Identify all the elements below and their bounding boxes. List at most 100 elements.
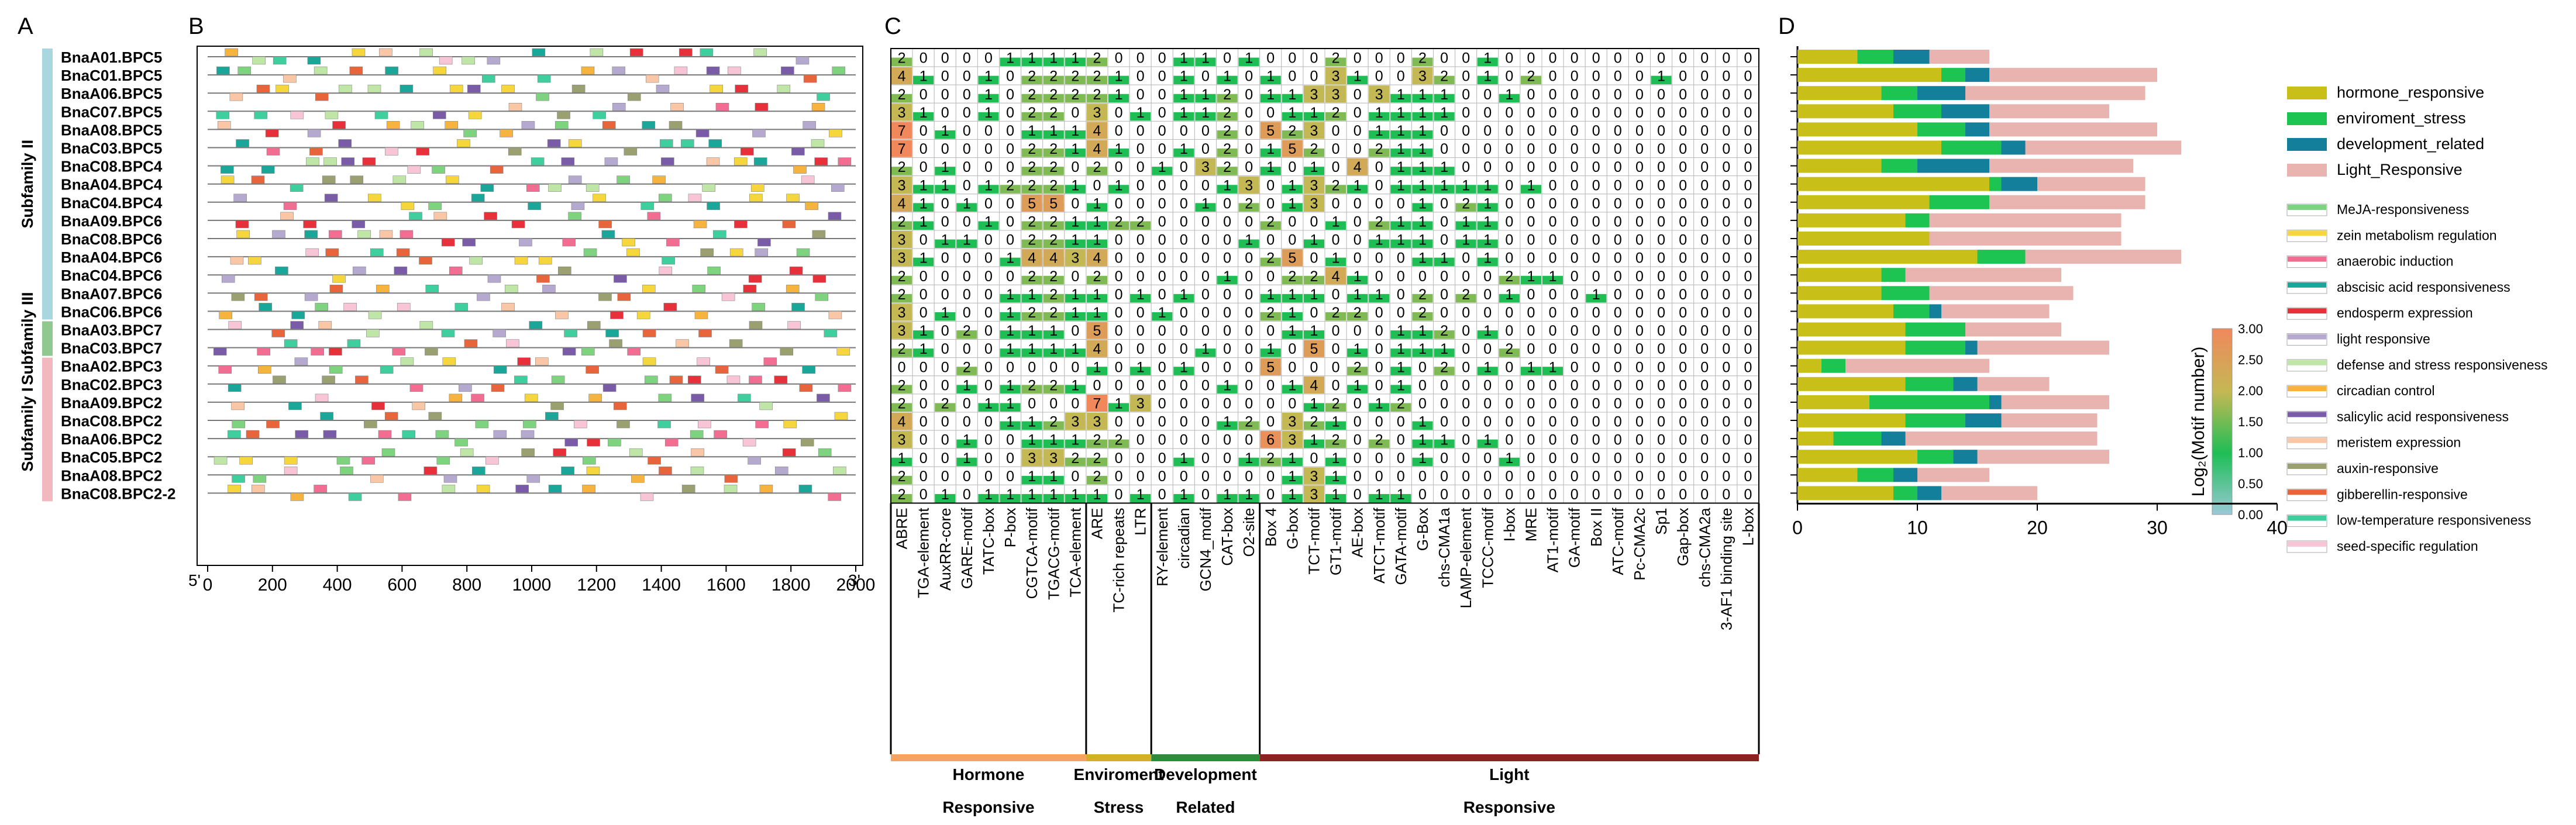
heatmap-cell-fill [1325, 257, 1346, 267]
heatmap-cell-fill [1477, 330, 1498, 339]
motif-box [783, 420, 797, 429]
heatmap-value: 0 [1679, 432, 1687, 448]
heatmap-cell [1585, 66, 1607, 85]
heatmap-value: 0 [1006, 159, 1014, 175]
heatmap-cell-fill [1021, 330, 1042, 339]
heatmap-value: 0 [941, 68, 949, 85]
motif-box [508, 103, 522, 111]
heatmap-value: 0 [1657, 105, 1665, 121]
heatmap-value: 0 [984, 195, 993, 212]
heatmap-cell-fill [1434, 330, 1455, 339]
heatmap-value: 0 [1440, 213, 1448, 230]
motif-box [612, 103, 626, 111]
element-label: chs-CMA2a [1696, 508, 1713, 587]
motif-box [232, 474, 245, 483]
motif-box [468, 111, 482, 119]
motif-box [364, 420, 377, 429]
heatmap-cell [912, 48, 935, 67]
heatmap-cell [1541, 120, 1564, 140]
gene-label: BnaC03.BPC7 [61, 340, 162, 357]
heatmap-value: 0 [1527, 395, 1535, 412]
heatmap-value: 0 [1722, 123, 1730, 139]
heatmap-cell [1520, 139, 1542, 158]
heatmap-value: 2 [1527, 68, 1535, 85]
heatmap-value: 0 [1571, 232, 1579, 248]
heatmap-value: 2 [1093, 159, 1101, 175]
motif-box [663, 303, 677, 311]
heatmap-cell-fill [1173, 94, 1194, 103]
heatmap-value: 2 [1288, 123, 1296, 139]
heatmap-value: 1 [1071, 486, 1079, 503]
heatmap-value: 0 [941, 141, 949, 157]
bar-segment [1917, 158, 1989, 173]
legend-swatch-fill [2288, 360, 2326, 365]
heatmap-cell-fill [1369, 149, 1390, 157]
motif-box [315, 303, 328, 311]
heatmap-value: 0 [1635, 177, 1644, 194]
heatmap-value: 0 [1245, 395, 1253, 412]
heatmap-value: 2 [1049, 305, 1058, 321]
heatmap-value: 1 [1418, 159, 1427, 175]
motif-box [811, 103, 825, 111]
heatmap-cell-fill [1390, 330, 1411, 339]
element-label: MRE [1522, 508, 1540, 542]
heatmap-value: 1 [1288, 87, 1296, 103]
heatmap-value: 0 [1115, 286, 1123, 303]
motif-box [557, 266, 571, 275]
heatmap-cell [999, 102, 1022, 122]
heatmap-value: 2 [1028, 268, 1036, 285]
heatmap-value: 0 [1201, 268, 1210, 285]
heatmap-value: 0 [1093, 177, 1101, 194]
heatmap-value: 0 [1245, 359, 1253, 375]
motif-box [602, 384, 617, 392]
motif-box [548, 184, 562, 192]
heatmap-value: 1 [1180, 141, 1188, 157]
motif-box [329, 365, 343, 374]
element-label: ARE [1088, 508, 1106, 539]
heatmap-cell-fill [913, 221, 934, 230]
heatmap-value: 0 [941, 323, 949, 339]
motif-box [428, 202, 442, 210]
heatmap-value: 0 [1744, 450, 1752, 467]
motif-box [480, 184, 494, 192]
heatmap-value: 0 [919, 486, 928, 503]
heatmap-value: 1 [1332, 468, 1340, 485]
motif-box [367, 194, 381, 202]
group-color-bar [891, 754, 1086, 761]
heatmap-cell-fill [1108, 221, 1129, 230]
heatmap-value: 0 [1440, 232, 1448, 248]
heatmap-cell-fill [1043, 75, 1064, 85]
heatmap-value: 1 [1115, 68, 1123, 85]
heatmap-cell [1346, 321, 1369, 340]
heatmap-cell [1129, 84, 1152, 103]
motif-box [743, 284, 757, 293]
heatmap-cell-fill [1434, 112, 1455, 121]
heatmap-cell [912, 157, 935, 177]
heatmap-cell-fill [1086, 167, 1107, 175]
heatmap-cell [934, 339, 956, 358]
heatmap-cell [1151, 357, 1173, 377]
motif-box [374, 111, 388, 119]
axis-tick-label: 600 [387, 575, 416, 595]
legend-swatch [2287, 112, 2327, 125]
heatmap-value: 0 [1505, 50, 1513, 67]
legend-label: light responsive [2337, 332, 2430, 347]
bar-segment [1797, 468, 1858, 482]
heatmap-cell [1107, 230, 1130, 249]
heatmap-value: 0 [1614, 323, 1622, 339]
heatmap-value: 0 [1158, 141, 1166, 157]
bar-segment [1881, 158, 1917, 173]
heatmap-value: 0 [1527, 323, 1535, 339]
heatmap-cell-fill [891, 103, 912, 121]
heatmap-value: 0 [1137, 377, 1145, 393]
motif-box [526, 474, 540, 483]
heatmap-value: 1 [1245, 50, 1253, 67]
heatmap-cell-fill [1043, 348, 1064, 357]
bar-segment [1797, 395, 1869, 409]
heatmap-value: 0 [1679, 395, 1687, 412]
heatmap-value: 0 [1180, 414, 1188, 430]
bar-segment [1869, 395, 1989, 409]
heatmap-cell-fill [891, 221, 912, 230]
element-label: circadian [1175, 508, 1193, 569]
legend-label: hormone_responsive [2337, 84, 2484, 101]
